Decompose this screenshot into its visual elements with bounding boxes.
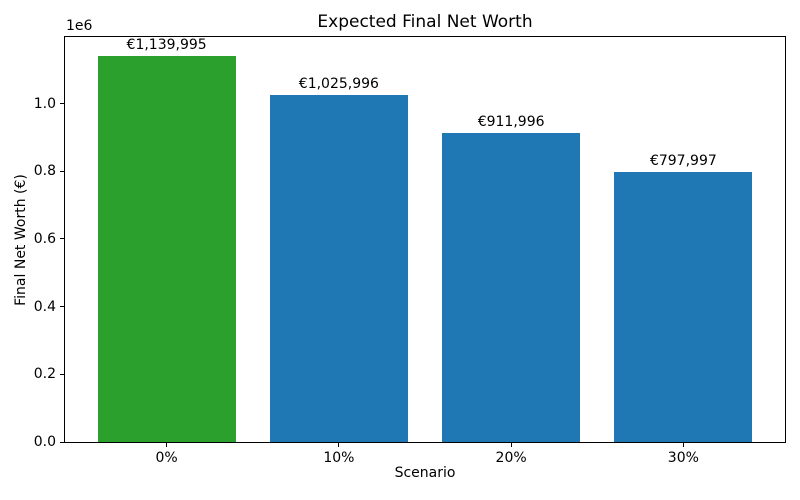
x-tick-mark (510, 442, 512, 447)
y-tick-label: 0.2 (33, 366, 56, 383)
y-tick-mark (60, 103, 65, 105)
y-tick-mark (60, 306, 65, 308)
y-tick-label: 0.0 (33, 434, 56, 450)
x-tick-mark (682, 442, 684, 447)
y-tick-mark (60, 170, 65, 172)
y-tick-mark (60, 373, 65, 375)
x-tick-label: 0% (155, 450, 178, 466)
bar (614, 172, 753, 442)
x-tick-mark (338, 442, 340, 447)
bar (442, 133, 581, 442)
bar-value-label: €911,996 (477, 114, 545, 131)
y-tick-label: 1.0 (33, 95, 56, 112)
x-axis-label: Scenario (394, 465, 456, 481)
x-tick-label: 30% (667, 450, 699, 466)
y-tick-label: 0.4 (33, 298, 56, 315)
y-tick-label: 0.6 (33, 230, 56, 247)
bar-value-label: €797,997 (649, 153, 717, 169)
y-tick-mark (60, 238, 65, 240)
y-axis-offset-label: 1e6 (66, 18, 93, 34)
x-tick-mark (166, 442, 168, 447)
bar-value-label: €1,025,996 (298, 75, 379, 92)
x-tick-label: 10% (323, 450, 355, 466)
plot-area: €1,139,995 €1,025,996 €911,996 €797,997 (64, 36, 786, 443)
bar-value-label: €1,139,995 (126, 37, 207, 54)
bar (97, 56, 236, 442)
y-axis-label: Final Net Worth (€) (13, 174, 29, 306)
bar (269, 94, 408, 442)
y-tick-mark (60, 441, 65, 443)
y-tick-label: 0.8 (33, 163, 56, 180)
x-tick-label: 20% (495, 450, 527, 466)
chart-title: Expected Final Net Worth (317, 12, 533, 32)
